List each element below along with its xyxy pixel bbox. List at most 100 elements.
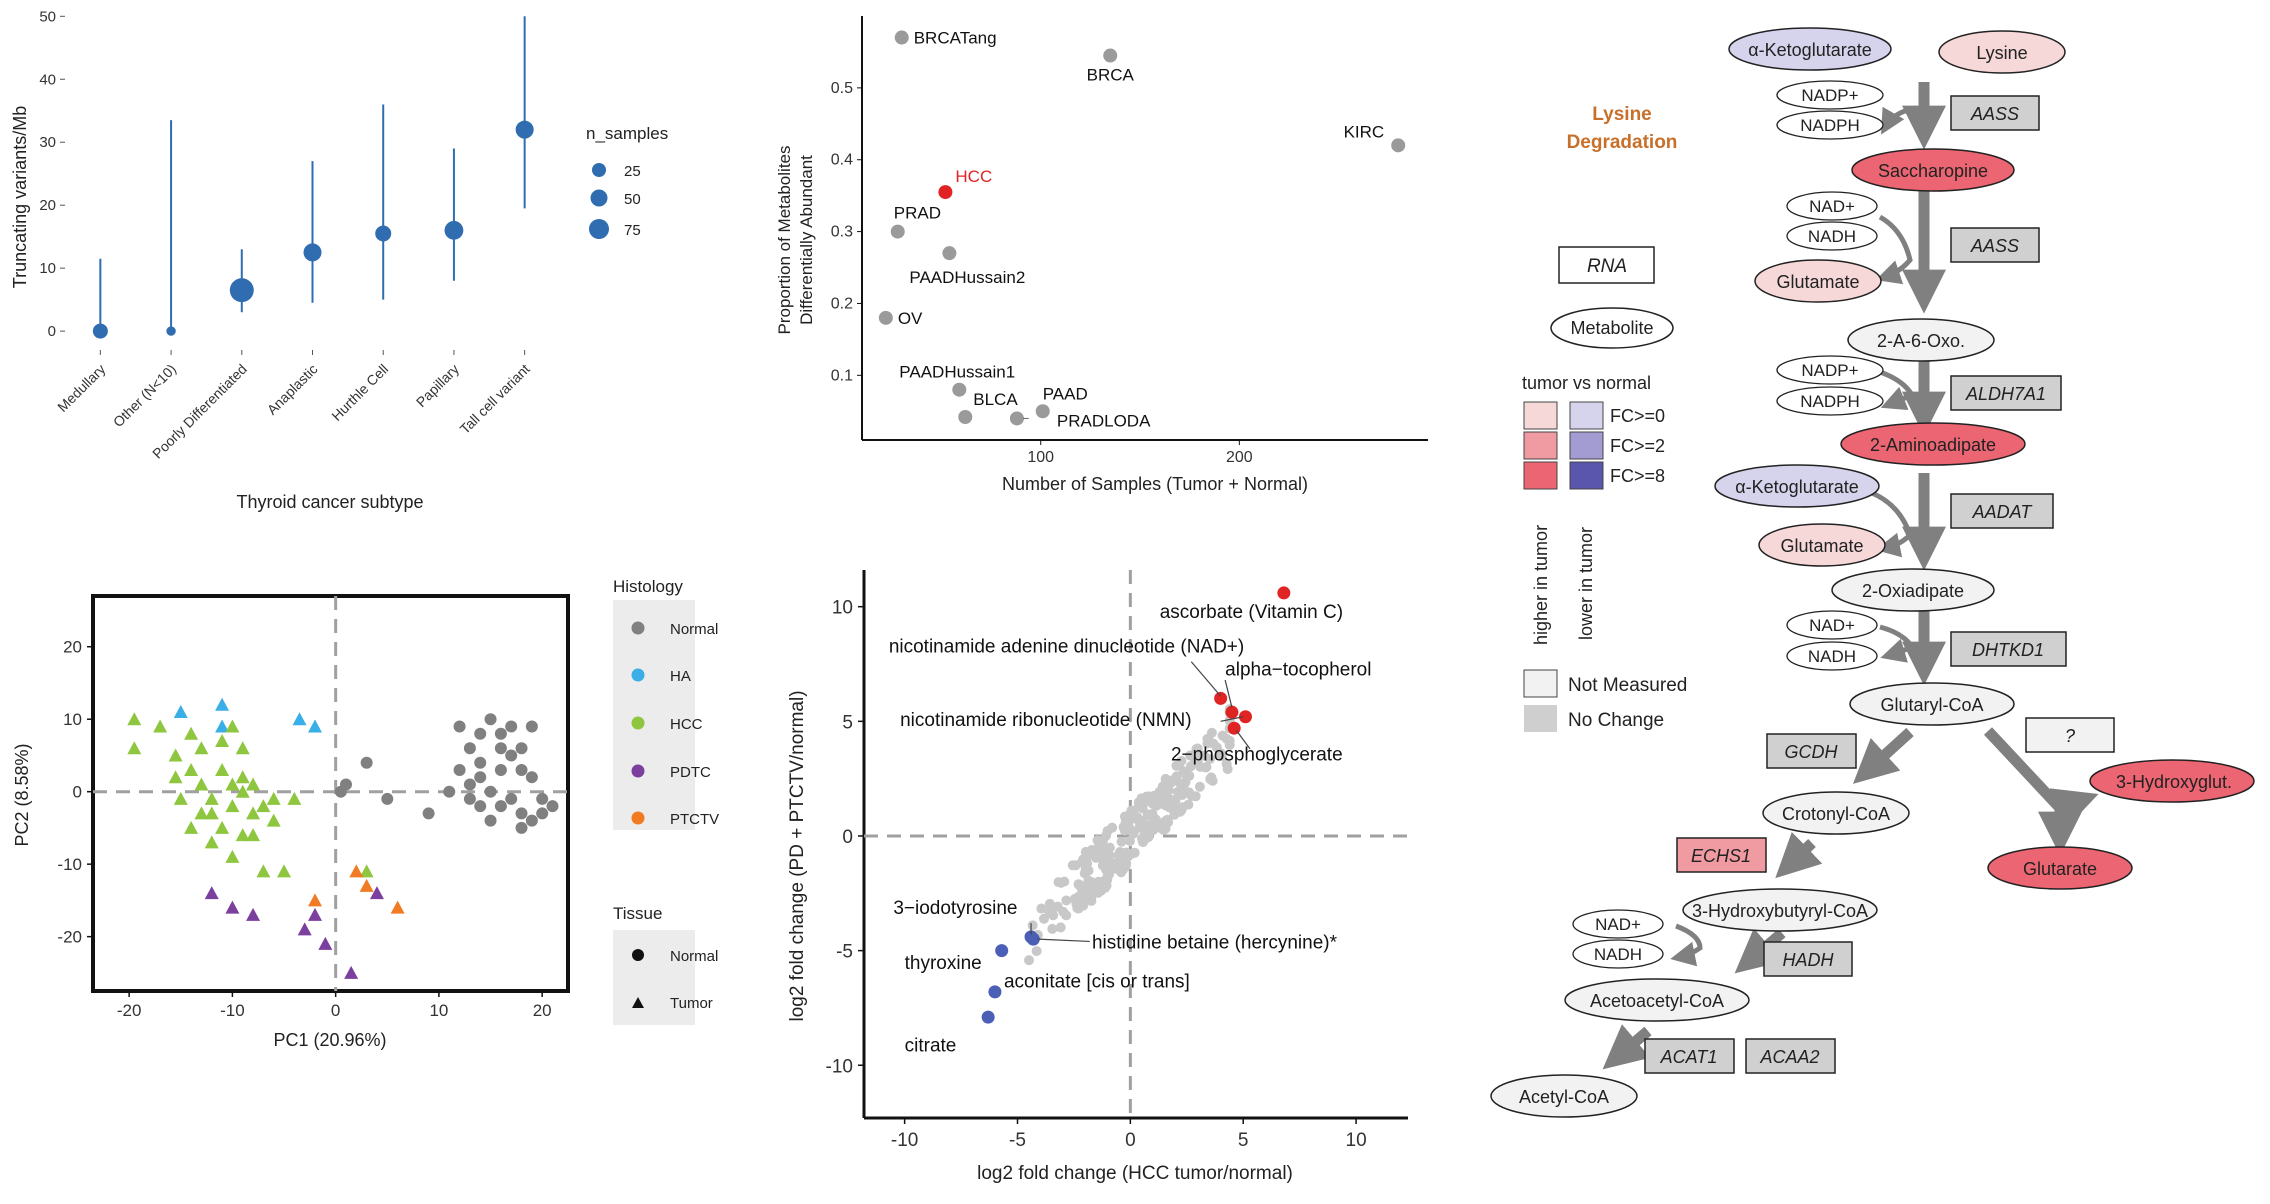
background-point <box>1101 830 1112 841</box>
background-point <box>1203 734 1214 745</box>
point-hcc <box>194 741 209 755</box>
point-normal <box>474 727 487 740</box>
background-point <box>1077 890 1088 901</box>
gene-aass-1-label: AASS <box>1970 104 2019 124</box>
legend-normal-marker <box>631 621 645 635</box>
point-normal <box>505 749 518 762</box>
point-hcc <box>215 762 230 776</box>
background-point <box>1179 777 1190 788</box>
background-point <box>1205 753 1216 764</box>
point-normal <box>494 727 507 740</box>
label-leader-line <box>1235 730 1251 750</box>
metabolite-3-hydroxyglut <box>2089 759 2255 803</box>
point-pdtc <box>369 886 384 900</box>
label-citrate: citrate <box>905 1036 957 1057</box>
metabolite-3-hydroxybutyryl-coa-label: 3-Hydroxybutyryl-CoA <box>1692 901 1868 921</box>
label-pradloda: PRADLODA <box>1057 411 1151 430</box>
cofactor-nadph-2-label: NADPH <box>1800 392 1860 411</box>
point-normal <box>546 800 559 813</box>
background-point <box>1160 782 1171 793</box>
background-point <box>1224 739 1235 750</box>
background-point <box>1067 860 1078 871</box>
y-tick-label: 10 <box>832 598 853 619</box>
background-point <box>1222 764 1233 775</box>
metabolite-glutamate-1 <box>1754 259 1882 303</box>
legend-lav-mid <box>1569 431 1604 460</box>
background-point <box>1036 903 1047 914</box>
background-point <box>1192 754 1203 765</box>
panel-a-y-label: Truncating variants/Mb <box>10 106 30 288</box>
legend-hcc-label: HCC <box>670 716 703 733</box>
background-point <box>1216 751 1227 762</box>
gene-aass-1 <box>1950 95 2040 131</box>
legend-rna-box <box>1558 246 1655 284</box>
x-tick-label: 0 <box>1125 1130 1136 1151</box>
point-pdtc <box>344 965 359 979</box>
legend-ha-label: HA <box>670 668 691 685</box>
point-ascorbate-vitamin-c <box>1277 586 1291 600</box>
background-point <box>1105 857 1116 868</box>
cofactor-nadh-1-label: NADH <box>1808 227 1856 246</box>
point-citrate <box>981 1010 995 1024</box>
metabolite-acetyl-coa <box>1490 1074 1638 1118</box>
background-point <box>1176 805 1187 816</box>
legend-metabolite-label: Metabolite <box>1570 318 1653 338</box>
background-point <box>1135 815 1146 826</box>
background-point <box>1061 910 1072 921</box>
gene-hadh-label: HADH <box>1782 950 1834 970</box>
background-point <box>1031 946 1042 957</box>
point-alpha-tocopherol <box>1225 705 1239 719</box>
background-point <box>1102 868 1113 879</box>
gene-acaa2 <box>1745 1038 1836 1074</box>
y-tick-label: 0 <box>73 783 82 802</box>
panel-c-legend: Histology Normal HA HCC PDTC PTCTV Tissu… <box>613 577 719 1025</box>
legend-normal-label: Normal <box>670 621 718 638</box>
background-point <box>1061 895 1072 906</box>
metabolite-alpha-ketoglutarate-2 <box>1714 464 1880 508</box>
legend-fc2-label: FC>=2 <box>1610 436 1665 456</box>
panel-e-lysine-pathway: Lysine Degradation RNA Metabolite tumor … <box>1490 27 2255 1118</box>
panel-d-point-labels: ascorbate (Vitamin C) nicotinamide adenin… <box>889 602 1372 1056</box>
point-hcc <box>168 770 183 784</box>
x-tick-label: 200 <box>1226 449 1253 466</box>
metabolite-glutaryl-coa-label: Glutaryl-CoA <box>1880 695 1983 715</box>
legend-not-measured-swatch <box>1523 669 1558 698</box>
y-tick-label: 10 <box>63 710 82 729</box>
point-normal <box>515 742 528 755</box>
label-thyroxine: thyroxine <box>905 953 982 974</box>
pathway-title-line1: Lysine <box>1592 104 1652 125</box>
gene-unknown-label: ? <box>2065 726 2075 746</box>
legend-not-measured-label: Not Measured <box>1568 675 1687 696</box>
background-point <box>1136 796 1147 807</box>
metabolite-glutarate <box>1987 846 2133 890</box>
tissue-legend-bg <box>613 930 695 1025</box>
point-kirc <box>1391 138 1406 153</box>
point-hcc <box>168 748 183 762</box>
point-normal <box>463 778 476 791</box>
histology-legend-title: Histology <box>613 577 683 596</box>
point-hcc <box>127 712 142 726</box>
cofactor-nadp-2-label: NADP+ <box>1801 361 1858 380</box>
label-paadhussain2: PAADHussain2 <box>909 268 1025 287</box>
panel-d-y-label: log2 fold change (PD + PTCTV/normal) <box>787 690 808 1021</box>
label-nicotinamide-adenine-dinucleotide-nad: nicotinamide adenine dinucleotide (NAD+) <box>889 637 1244 658</box>
cofactor-nadp-2 <box>1776 355 1884 385</box>
point-normal <box>334 785 347 798</box>
point-normal <box>474 800 487 813</box>
background-point <box>1183 799 1194 810</box>
background-point <box>1047 923 1058 934</box>
y-tick-label: 20 <box>63 638 82 657</box>
point-normal <box>515 763 528 776</box>
point-normal <box>525 814 538 827</box>
x-tick-label: Tall cell variant <box>457 361 533 437</box>
point-pdtc <box>318 936 333 950</box>
gene-gcdh <box>1766 733 1857 769</box>
legend-size-25-label: 25 <box>624 163 641 180</box>
point-normal <box>484 814 497 827</box>
background-point <box>1149 792 1160 803</box>
metabolite-alpha-ketoglutarate-1 <box>1728 27 1892 71</box>
y-tick-label: -20 <box>57 928 82 947</box>
y-tick-label: 0.3 <box>831 224 853 241</box>
panel-b-y-label-line1: Proportion of Metabolites <box>775 146 794 335</box>
